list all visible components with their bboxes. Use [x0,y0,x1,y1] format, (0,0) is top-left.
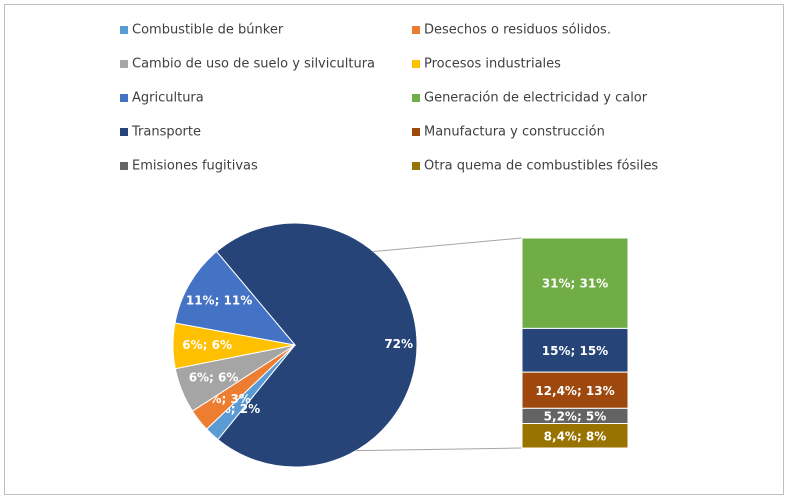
data-label: 6%; 6% [189,370,239,384]
bar-segment [521,327,629,373]
connector [355,447,523,452]
data-label: 72% [384,337,413,351]
data-label: 5,2%; 5% [544,409,607,423]
bar-segment [521,371,629,409]
legend-swatch [120,162,128,170]
legend-label: Emisiones fugitivas [132,159,258,174]
legend-swatch [412,128,420,136]
legend-swatch [412,94,420,102]
legend-swatch [120,94,128,102]
pie-slice [174,250,297,346]
data-label: 11%; 11% [186,293,252,307]
bar-segment [521,423,629,449]
data-label: 12,4%; 13% [535,384,614,398]
legend-swatch [412,26,420,34]
legend-label: Procesos industriales [424,57,561,72]
legend-swatch [120,128,128,136]
data-label: 31%; 31% [542,277,608,291]
legend-label: Desechos o residuos sólidos. [424,23,611,38]
legend-swatch [120,60,128,68]
legend-label: Otra quema de combustibles fósiles [424,159,658,174]
data-label: 15%; 15% [542,344,608,358]
legend-label: Combustible de búnker [132,23,284,38]
legend-swatch [412,60,420,68]
bar-segment [521,237,629,329]
data-label: 8,4%; 8% [544,429,607,443]
data-label: 6%; 6% [182,338,232,352]
legend-swatch [412,162,420,170]
legend-label: Cambio de uso de suelo y silvicultura [132,57,375,72]
pie-slice [215,222,418,468]
legend-label: Agricultura [132,91,204,106]
legend-label: Transporte [131,125,201,140]
legend-label: Manufactura y construcción [424,125,605,140]
legend-swatch [120,26,128,34]
connector [373,237,523,253]
legend-label: Generación de electricidad y calor [424,91,648,106]
